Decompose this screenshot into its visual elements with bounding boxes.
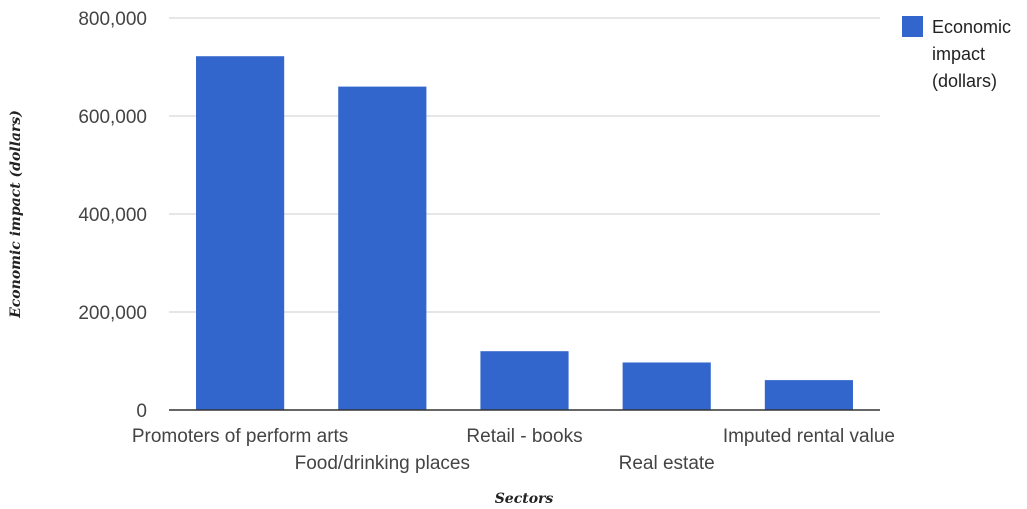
legend-label: Economic xyxy=(932,17,1011,37)
legend-swatch xyxy=(902,16,923,37)
y-axis-ticks: 0 200,000 400,000 600,000 800,000 xyxy=(78,9,147,422)
x-axis-ticks: Promoters of perform arts Food/drinking p… xyxy=(132,426,895,474)
bar xyxy=(480,351,569,410)
y-tick-label: 600,000 xyxy=(78,107,147,128)
y-axis-title: Economic impact (dollars) xyxy=(8,110,24,319)
bar xyxy=(764,380,853,410)
bar xyxy=(196,56,285,410)
legend: Economic impact (dollars) xyxy=(902,16,1011,91)
y-tick-label: 200,000 xyxy=(78,303,147,324)
bars xyxy=(196,56,853,410)
x-tick-label: Promoters of perform arts xyxy=(132,426,348,447)
bar xyxy=(622,362,711,410)
gridlines xyxy=(169,17,880,313)
bar xyxy=(338,86,427,410)
x-tick-label: Retail - books xyxy=(466,426,582,447)
x-tick-label: Real estate xyxy=(619,453,715,474)
x-tick-label: Imputed rental value xyxy=(723,426,895,447)
x-axis-title: Sectors xyxy=(495,491,554,507)
y-tick-label: 800,000 xyxy=(78,9,147,30)
y-tick-label: 0 xyxy=(136,401,147,422)
x-tick-label: Food/drinking places xyxy=(295,453,470,474)
y-tick-label: 400,000 xyxy=(78,205,147,226)
legend-label: (dollars) xyxy=(932,71,997,91)
legend-label: impact xyxy=(932,44,985,64)
